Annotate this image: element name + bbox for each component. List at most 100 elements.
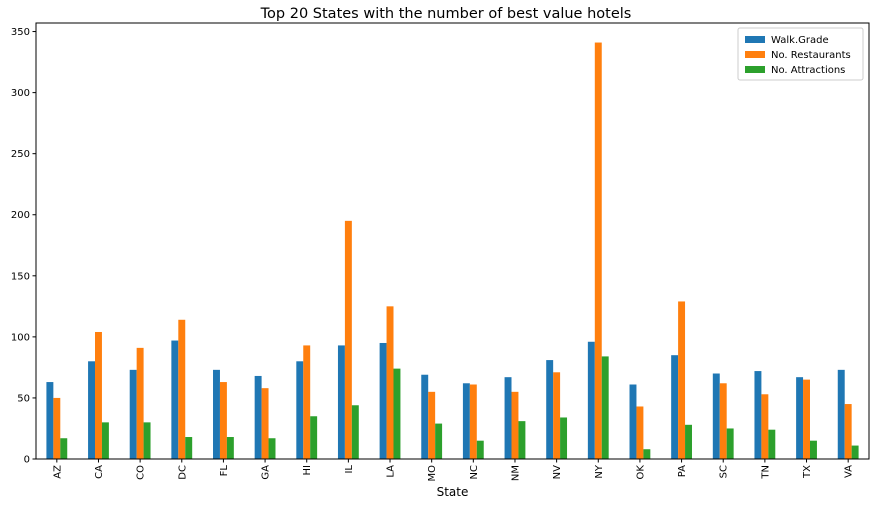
bar-hi-walk-grade bbox=[296, 361, 304, 459]
legend-label: No. Restaurants bbox=[771, 50, 851, 61]
bar-il-walk-grade bbox=[337, 345, 345, 459]
bar-ny-no-restaurants bbox=[594, 42, 602, 459]
bar-sc-walk-grade bbox=[712, 373, 720, 459]
x-tick-label-co: CO bbox=[136, 465, 147, 480]
bar-co-walk-grade bbox=[129, 369, 137, 459]
x-tick-label-ca: CA bbox=[94, 465, 105, 479]
chart-title: Top 20 States with the number of best va… bbox=[260, 6, 632, 22]
bar-ca-walk-grade bbox=[88, 361, 96, 459]
bar-ca-no-attractions bbox=[101, 422, 109, 459]
bar-nm-walk-grade bbox=[504, 377, 512, 459]
bar-nv-no-attractions bbox=[560, 417, 568, 459]
bar-hi-no-attractions bbox=[310, 416, 318, 459]
bar-ok-no-attractions bbox=[643, 449, 651, 459]
bar-fl-walk-grade bbox=[213, 369, 220, 459]
y-tick-label: 150 bbox=[11, 271, 30, 282]
legend-swatch bbox=[745, 66, 765, 73]
legend-swatch bbox=[745, 51, 765, 58]
bar-tn-no-attractions bbox=[768, 429, 776, 459]
x-tick-label-ny: NY bbox=[594, 464, 605, 478]
x-tick-label-dc: DC bbox=[177, 465, 188, 480]
x-tick-label-va: VA bbox=[844, 465, 855, 478]
bar-pa-no-attractions bbox=[685, 424, 692, 459]
bar-nm-no-attractions bbox=[518, 421, 526, 459]
bar-nm-no-restaurants bbox=[511, 391, 519, 459]
bar-il-no-restaurants bbox=[344, 220, 352, 459]
bar-ny-no-attractions bbox=[601, 356, 609, 459]
bar-az-walk-grade bbox=[46, 382, 54, 459]
bar-ca-no-restaurants bbox=[95, 331, 102, 459]
x-tick-label-nm: NM bbox=[510, 465, 521, 481]
bar-sc-no-restaurants bbox=[719, 383, 727, 459]
bar-ga-walk-grade bbox=[254, 375, 262, 459]
y-tick-label: 200 bbox=[11, 210, 30, 221]
y-tick-label: 300 bbox=[11, 88, 30, 99]
legend-swatch bbox=[745, 36, 765, 43]
bar-dc-walk-grade bbox=[171, 340, 179, 459]
bar-la-walk-grade bbox=[379, 342, 387, 459]
bar-il-no-attractions bbox=[351, 405, 359, 459]
bar-tx-walk-grade bbox=[796, 377, 804, 459]
bar-va-walk-grade bbox=[837, 369, 845, 459]
bar-tn-walk-grade bbox=[754, 371, 762, 459]
bar-dc-no-attractions bbox=[185, 437, 193, 459]
legend-box bbox=[737, 27, 864, 81]
bar-nc-walk-grade bbox=[462, 383, 470, 459]
x-tick-label-ok: OK bbox=[635, 465, 646, 480]
x-tick-label-tn: TN bbox=[760, 465, 771, 480]
bar-ny-walk-grade bbox=[587, 341, 595, 459]
bar-nv-walk-grade bbox=[546, 360, 554, 459]
x-tick-label-sc: SC bbox=[719, 465, 730, 478]
bar-va-no-attractions bbox=[851, 445, 859, 459]
x-tick-label-mo: MO bbox=[427, 465, 438, 482]
bar-co-no-restaurants bbox=[136, 347, 144, 459]
x-tick-label-pa: PA bbox=[677, 465, 688, 477]
x-tick-label-az: AZ bbox=[52, 465, 63, 479]
x-axis-label: State bbox=[437, 485, 469, 499]
legend: Walk.Grade No. Restaurants No. Attractions bbox=[737, 27, 864, 81]
x-tick-label-il: IL bbox=[344, 465, 355, 474]
bar-pa-no-restaurants bbox=[678, 301, 686, 459]
bar-fl-no-restaurants bbox=[219, 382, 227, 459]
bar-ga-no-attractions bbox=[268, 438, 276, 459]
bar-dc-no-restaurants bbox=[178, 319, 186, 459]
bar-tn-no-restaurants bbox=[761, 394, 769, 459]
x-axis: AZ CA CO DC FL GA HI IL LA MO NC NM NV NY OK PA SC TN TX VA bbox=[52, 459, 855, 482]
bar-sc-no-attractions bbox=[726, 428, 734, 459]
x-tick-label-ga: GA bbox=[261, 465, 272, 480]
bar-mo-walk-grade bbox=[421, 374, 429, 459]
y-tick-label: 50 bbox=[17, 393, 30, 404]
bar-ga-no-restaurants bbox=[261, 388, 269, 459]
bar-nv-no-restaurants bbox=[553, 372, 561, 459]
y-tick-label: 100 bbox=[11, 332, 30, 343]
bar-mo-no-attractions bbox=[435, 423, 443, 459]
bar-la-no-attractions bbox=[393, 368, 401, 459]
x-tick-label-fl: FL bbox=[219, 465, 230, 477]
bar-va-no-restaurants bbox=[844, 404, 852, 459]
bar-az-no-restaurants bbox=[53, 397, 61, 459]
bar-pa-walk-grade bbox=[671, 355, 679, 459]
bar-la-no-restaurants bbox=[386, 306, 394, 459]
bar-ok-walk-grade bbox=[629, 384, 637, 459]
bar-tx-no-attractions bbox=[809, 440, 817, 459]
y-tick-label: 350 bbox=[11, 27, 30, 38]
x-tick-label-nc: NC bbox=[469, 465, 480, 479]
bar-az-no-attractions bbox=[60, 438, 68, 459]
bars-group bbox=[46, 42, 859, 459]
x-tick-label-la: LA bbox=[386, 465, 397, 478]
x-tick-label-nv: NV bbox=[552, 465, 563, 479]
legend-label: No. Attractions bbox=[771, 65, 845, 76]
bar-co-no-attractions bbox=[143, 422, 151, 459]
bar-ok-no-restaurants bbox=[636, 406, 644, 459]
bar-hi-no-restaurants bbox=[303, 345, 311, 459]
bar-mo-no-restaurants bbox=[428, 391, 436, 459]
x-tick-label-hi: HI bbox=[302, 465, 313, 475]
bar-nc-no-restaurants bbox=[469, 384, 477, 459]
legend-label: Walk.Grade bbox=[771, 35, 829, 46]
y-axis: 0 50 100 150 200 250 300 350 bbox=[11, 27, 36, 466]
x-tick-label-tx: TX bbox=[802, 465, 813, 479]
bar-fl-no-attractions bbox=[226, 437, 234, 459]
plot-frame bbox=[35, 22, 870, 460]
y-tick-label: 250 bbox=[11, 149, 30, 160]
